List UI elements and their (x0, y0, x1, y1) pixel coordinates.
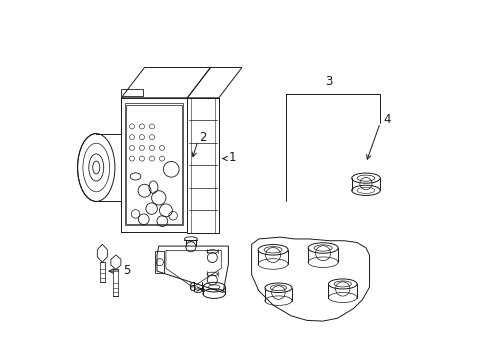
Text: 5: 5 (123, 264, 130, 276)
Text: 6: 6 (187, 282, 195, 294)
Text: 4: 4 (383, 113, 390, 126)
Text: 3: 3 (325, 75, 332, 88)
Text: 1: 1 (228, 151, 235, 164)
Text: 2: 2 (199, 131, 206, 144)
